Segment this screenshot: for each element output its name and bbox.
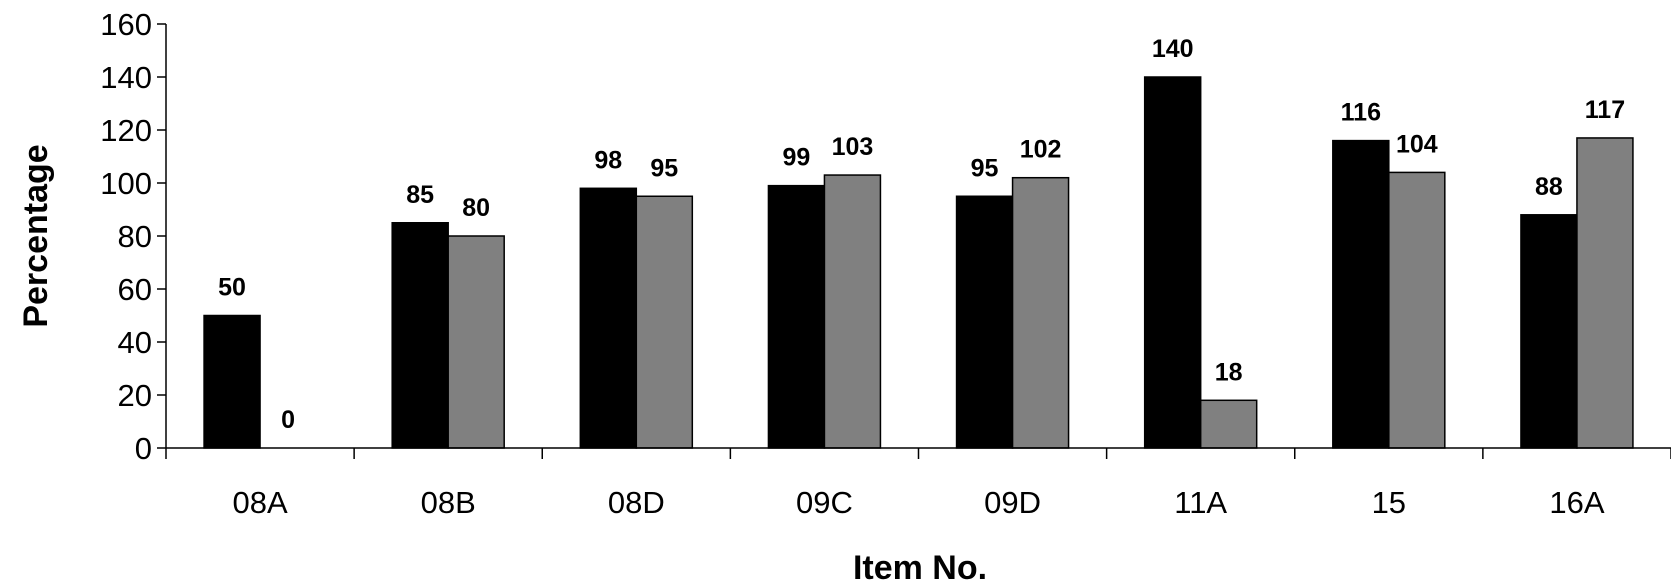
bar — [1011, 176, 1070, 449]
bar — [1576, 137, 1634, 449]
data-label: 104 — [1396, 130, 1438, 158]
bars-group — [203, 76, 1634, 449]
data-label: 18 — [1215, 358, 1243, 386]
data-label: 103 — [832, 133, 874, 161]
data-label: 140 — [1152, 35, 1194, 63]
x-tick-label: 08A — [232, 485, 287, 520]
data-label: 85 — [406, 181, 434, 209]
y-axis: 0 20 40 60 80 100 120 140 160 — [100, 7, 167, 466]
y-tick-label: 120 — [100, 113, 152, 148]
data-label: 99 — [783, 144, 811, 172]
data-label: 117 — [1585, 96, 1625, 124]
data-label: 50 — [218, 274, 246, 302]
data-label: 95 — [650, 154, 678, 182]
y-tick-label: 20 — [118, 378, 152, 413]
y-tick-label: 0 — [135, 431, 152, 466]
y-tick-label: 60 — [118, 272, 152, 307]
data-label: 102 — [1020, 136, 1062, 164]
data-label: 116 — [1341, 99, 1381, 127]
y-axis-title: Percentage — [17, 144, 55, 327]
bar — [635, 195, 694, 449]
bar — [203, 314, 261, 449]
bar — [1143, 76, 1202, 449]
x-tick-label: 09C — [796, 485, 853, 520]
x-tick-label: 16A — [1549, 485, 1604, 520]
y-tick-label: 80 — [118, 219, 152, 254]
y-tick-label: 100 — [100, 166, 152, 201]
data-label: 88 — [1535, 173, 1563, 201]
data-label: 98 — [594, 146, 622, 174]
x-tick-label: 09D — [984, 485, 1041, 520]
bar — [1520, 214, 1578, 449]
x-tick-label: 08D — [608, 485, 665, 520]
data-labels-group: 50 0 85 80 98 95 99 103 95 102 140 18 116 104 88 117 — [218, 35, 1625, 434]
x-tick-label: 08B — [421, 485, 476, 520]
bar — [1332, 139, 1390, 449]
x-tick-label: 11A — [1174, 485, 1227, 520]
data-label: 80 — [462, 194, 490, 222]
data-label: 95 — [971, 154, 999, 182]
bar — [955, 195, 1014, 449]
bar — [767, 184, 826, 449]
data-label: 0 — [281, 406, 295, 434]
y-tick-label: 160 — [100, 7, 152, 42]
bar — [579, 187, 638, 449]
bar — [447, 235, 505, 449]
bar — [1388, 171, 1446, 449]
x-axis: 08A 08B 08D 09C 09D 11A 15 16A — [165, 447, 1671, 520]
y-tick-label: 140 — [100, 60, 152, 95]
y-tick-label: 40 — [118, 325, 152, 360]
bar — [823, 174, 882, 449]
x-tick-label: 15 — [1372, 485, 1406, 520]
bar — [1199, 399, 1258, 449]
x-axis-title: Item No. — [853, 549, 987, 587]
bar — [391, 222, 449, 449]
